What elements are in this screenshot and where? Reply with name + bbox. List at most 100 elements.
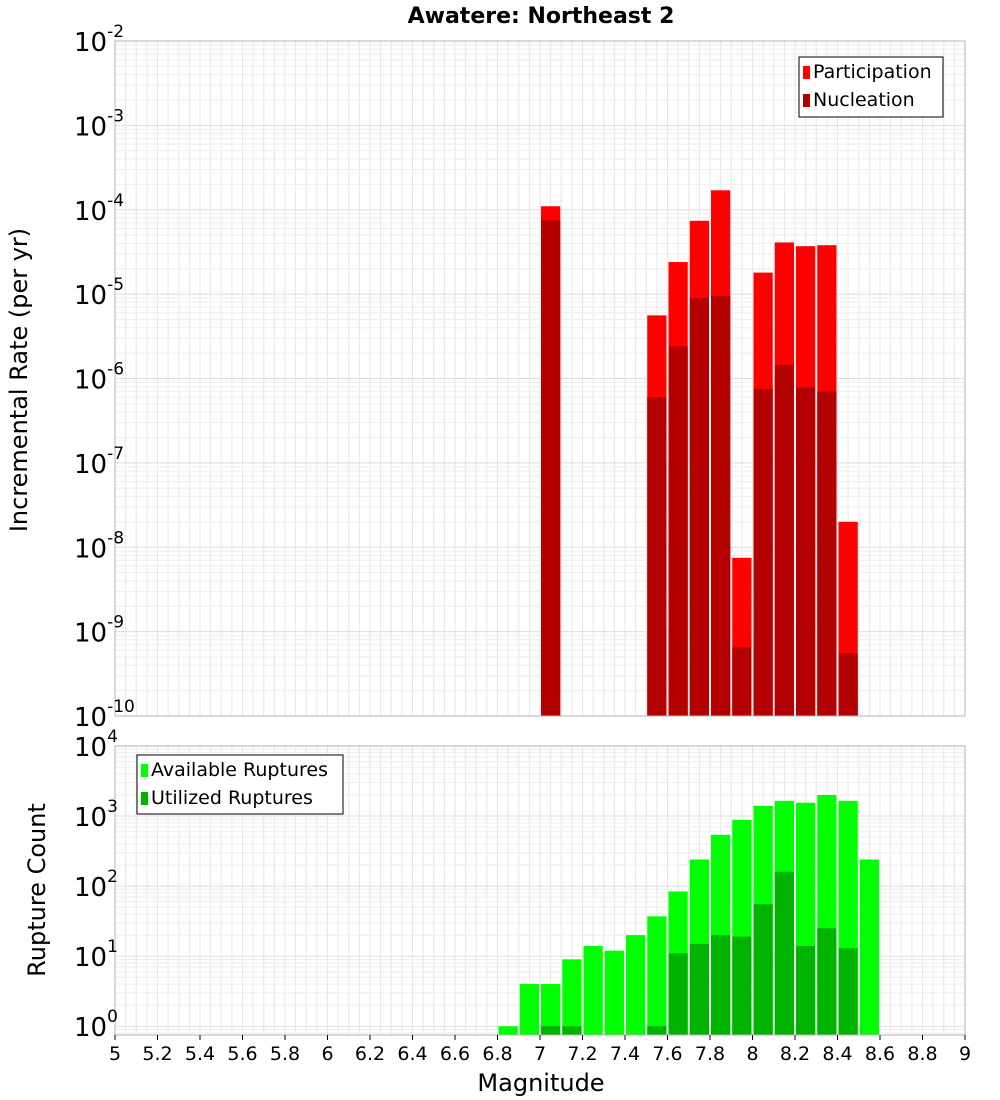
rate-y-tick-label: 10-4 (74, 191, 124, 227)
rate-bar-series2 (796, 387, 816, 716)
x-tick-label: 5.4 (185, 1043, 215, 1065)
rate-y-tick-base: 10 (74, 28, 107, 58)
count-y-tick-exponent: 2 (107, 867, 118, 887)
count-bar-series1 (604, 950, 624, 1035)
count-bar-series2 (541, 1026, 561, 1035)
count-legend-label: Available Ruptures (151, 759, 328, 781)
x-tick-label: 5.8 (270, 1043, 300, 1065)
rate-y-tick-exponent: -2 (107, 22, 124, 42)
rate-bar-series2 (817, 391, 837, 716)
rate-y-tick-exponent: -3 (107, 106, 124, 126)
count-bar-series1 (647, 916, 667, 1035)
count-bar-series1 (541, 984, 561, 1035)
count-bar-series1 (498, 1026, 518, 1035)
count-legend-box (136, 754, 344, 815)
count-bar-series1 (626, 935, 646, 1035)
count-bar-series2 (732, 936, 752, 1035)
count-y-tick-exponent: 1 (107, 937, 118, 957)
count-bar-series2 (796, 945, 816, 1035)
rate-bar-series2 (647, 397, 667, 716)
rate-y-tick-base: 10 (74, 619, 107, 649)
rate-y-tick-label: 10-3 (74, 106, 124, 142)
rate-y-tick-label: 10-10 (74, 697, 135, 733)
rate-bar-series2 (541, 220, 561, 717)
count-y-tick-exponent: 0 (107, 1007, 118, 1027)
x-tick-label: 7.8 (695, 1043, 725, 1065)
count-bar-series2 (753, 904, 773, 1035)
count-y-tick-label: 102 (74, 867, 118, 903)
rate-chart: 10-210-310-410-510-610-710-810-910-10Par… (74, 22, 966, 733)
count-bar-series2 (647, 1026, 667, 1035)
rate-bar-series2 (711, 296, 731, 716)
rate-y-tick-exponent: -7 (107, 444, 124, 464)
rate-bar-series2 (732, 647, 752, 716)
x-tick-label: 6.2 (355, 1043, 385, 1065)
count-y-tick-base: 10 (74, 873, 107, 903)
rate-bar-series2 (689, 297, 709, 716)
x-tick-label: 7.6 (652, 1043, 682, 1065)
x-tick-label: 7 (534, 1043, 546, 1065)
x-axis-label: Magnitude (477, 1069, 604, 1097)
x-tick-label: 6.8 (482, 1043, 512, 1065)
rate-legend-swatch (803, 66, 810, 79)
x-tick-label: 5.6 (227, 1043, 257, 1065)
rate-y-tick-exponent: -4 (107, 191, 124, 211)
rate-y-tick-label: 10-6 (74, 360, 124, 396)
count-bar-series2 (774, 871, 794, 1035)
x-tick-label: 5 (109, 1043, 121, 1065)
count-bar-series2 (817, 928, 837, 1035)
count-bar-series2 (689, 943, 709, 1035)
count-y-tick-exponent: 4 (107, 727, 118, 747)
top-y-axis-label: Incremental Rate (per yr) (5, 228, 33, 532)
rate-y-tick-label: 10-2 (74, 22, 124, 58)
count-bar-series1 (519, 984, 539, 1035)
count-bar-series2 (838, 948, 858, 1035)
rate-y-tick-base: 10 (74, 703, 107, 733)
count-legend-swatch (141, 792, 148, 805)
rate-y-tick-base: 10 (74, 534, 107, 564)
rate-y-tick-label: 10-7 (74, 444, 124, 480)
x-tick-label: 7.2 (567, 1043, 597, 1065)
x-tick-label: 6.6 (440, 1043, 470, 1065)
count-y-tick-label: 104 (74, 727, 118, 763)
x-tick-label: 6.4 (397, 1043, 427, 1065)
count-legend-label: Utilized Ruptures (151, 787, 313, 809)
magnitude-axis: 5 5.2 5.4 5.6 5.8 6 6.2 6.4 6.6 6.8 7 7.2 7.4 7.6 7.8 8… (109, 1035, 971, 1065)
count-y-tick-label: 100 (74, 1007, 118, 1043)
x-tick-label: 6 (321, 1043, 333, 1065)
rate-y-tick-base: 10 (74, 450, 107, 480)
rate-y-tick-base: 10 (74, 281, 107, 311)
rate-bar-series2 (774, 364, 794, 716)
rate-bar-series2 (668, 346, 688, 716)
count-y-tick-base: 10 (74, 1013, 107, 1043)
x-tick-label: 8.2 (780, 1043, 810, 1065)
rate-y-tick-base: 10 (74, 112, 107, 142)
rate-legend-label: Participation (813, 61, 932, 83)
x-tick-label: 8.4 (822, 1043, 852, 1065)
count-y-tick-base: 10 (74, 943, 107, 973)
rate-legend-label: Nucleation (813, 89, 915, 111)
x-tick-label: 8.6 (865, 1043, 895, 1065)
rate-y-tick-base: 10 (74, 366, 107, 396)
count-bar-series2 (562, 1026, 582, 1035)
rate-bar-series2 (753, 389, 773, 716)
count-legend-swatch (141, 764, 148, 777)
bottom-y-axis-label: Rupture Count (23, 803, 51, 977)
count-bar-series2 (711, 935, 731, 1035)
count-y-tick-base: 10 (74, 733, 107, 763)
rate-bar-series2 (838, 653, 858, 716)
count-bar-series1 (562, 959, 582, 1035)
count-bar-series1 (583, 945, 603, 1035)
rate-y-tick-exponent: -6 (107, 360, 124, 380)
count-y-tick-base: 10 (74, 803, 107, 833)
rate-y-tick-label: 10-8 (74, 528, 124, 564)
x-tick-label: 8 (746, 1043, 758, 1065)
count-bar-series2 (668, 953, 688, 1035)
rate-legend-swatch (803, 94, 810, 107)
rate-plot-frame (114, 40, 966, 717)
count-y-tick-label: 103 (74, 797, 118, 833)
rate-y-tick-base: 10 (74, 197, 107, 227)
count-bar-series1 (859, 859, 879, 1035)
